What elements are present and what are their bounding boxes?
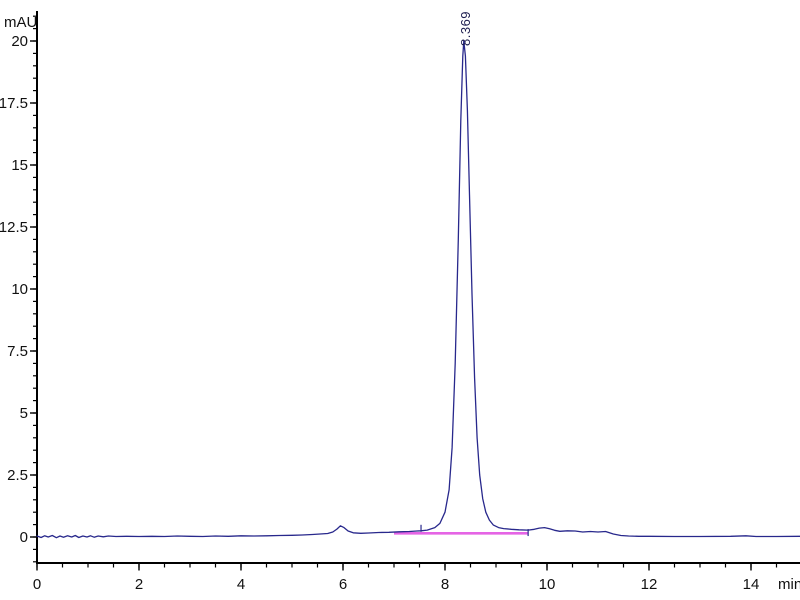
x-tick-label: 4 (237, 576, 245, 593)
y-tick-label: 0 (20, 529, 28, 546)
x-tick-label: 0 (33, 576, 41, 593)
peak-retention-time-label: 8.369 (458, 11, 473, 46)
x-tick-label: 2 (135, 576, 143, 593)
x-tick-label: 6 (339, 576, 347, 593)
x-tick-label: 12 (641, 576, 658, 593)
x-tick-label: 14 (743, 576, 760, 593)
y-tick-label: 5 (20, 405, 28, 422)
y-tick-label: 15 (11, 157, 28, 174)
x-tick-label: 10 (539, 576, 556, 593)
y-tick-label: 20 (11, 33, 28, 50)
tick-labels: 0 2.5 5 7.5 10 12.5 15 17.5 20 0 2 4 6 8 10 12 14 (0, 33, 759, 593)
y-tick-label: 7.5 (7, 343, 28, 360)
y-axis-unit-label: mAU (4, 14, 37, 31)
minor-ticks (33, 15, 778, 568)
trace-path (36, 40, 800, 539)
y-tick-label: 2.5 (7, 467, 28, 484)
y-tick-label: 12.5 (0, 219, 28, 236)
x-axis-unit-label: min (778, 576, 800, 593)
major-ticks (30, 40, 752, 571)
y-tick-label: 10 (11, 281, 28, 298)
y-tick-label: 17.5 (0, 95, 28, 112)
x-tick-label: 8 (441, 576, 449, 593)
